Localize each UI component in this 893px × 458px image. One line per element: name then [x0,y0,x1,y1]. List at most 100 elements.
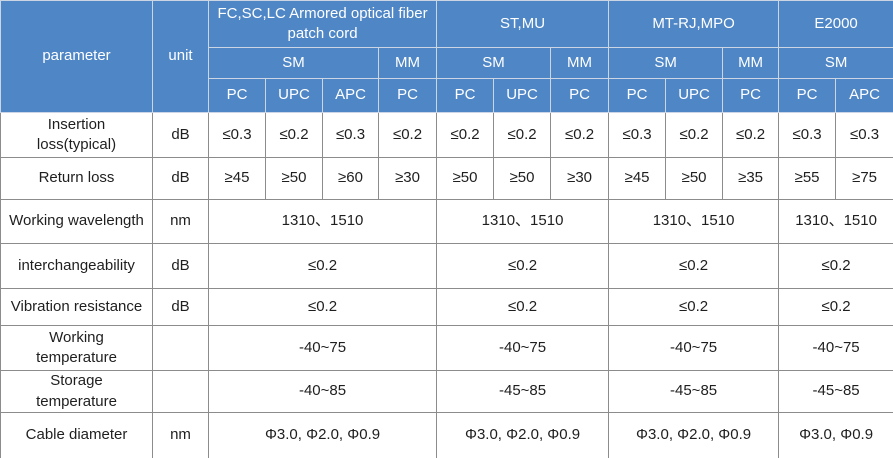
row-storage-temperature: Storage temperature -40~85 -45~85 -45~85… [0,370,893,413]
table-header: parameter unit FC,SC,LC Armored optical … [0,0,893,113]
mode-header-sm: SM [436,47,552,79]
param-cell: Cable diameter [0,412,153,458]
polish-header: UPC [265,78,323,113]
row-working-temperature: Working temperature -40~75 -40~75 -40~75… [0,325,893,371]
value-cell: -40~85 [207,370,438,413]
value-cell: ≥50 [493,157,552,200]
unit-cell: dB [152,288,209,326]
unit-cell: nm [152,412,209,458]
value-cell: 1310、1510 [778,199,893,244]
value-cell: -45~85 [778,370,893,413]
value-cell: ≤0.2 [778,243,893,289]
row-working-wavelength: Working wavelength nm 1310、1510 1310、151… [0,199,893,244]
unit-cell: dB [152,243,209,289]
unit-cell: dB [152,157,209,200]
polish-header: PC [208,78,266,113]
value-cell: ≤0.3 [208,112,266,158]
value-cell: ≤0.2 [493,112,552,158]
value-cell: ≤0.2 [778,288,893,326]
row-cable-diameter: Cable diameter nm Φ3.0, Φ2.0, Φ0.9 Φ3.0,… [0,412,893,458]
mode-header-sm: SM [208,47,379,79]
polish-header: PC [722,78,780,113]
value-cell: ≥30 [550,157,610,200]
value-cell: ≤0.2 [207,288,438,326]
value-cell: ≥45 [608,157,667,200]
value-cell: ≥45 [208,157,266,200]
value-cell: ≤0.2 [377,112,438,158]
value-cell: Φ3.0, Φ2.0, Φ0.9 [207,412,438,458]
param-cell: Storage temperature [0,370,153,413]
value-cell: ≥55 [778,157,837,200]
value-cell: ≤0.2 [265,112,323,158]
unit-cell: nm [152,199,209,244]
value-cell: ≤0.2 [436,243,610,289]
mode-header-mm: MM [722,47,780,79]
value-cell: 1310、1510 [207,199,438,244]
value-cell: ≥50 [665,157,724,200]
table-body: Insertion loss(typical) dB ≤0.3 ≤0.2 ≤0.… [0,112,893,458]
polish-header: PC [778,78,837,113]
polish-header: UPC [665,78,724,113]
value-cell: ≤0.2 [550,112,610,158]
mode-header-mm: MM [550,47,610,79]
value-cell: -45~85 [608,370,780,413]
polish-header: PC [608,78,667,113]
header-row-mode: SM MM SM MM SM MM SM [1,47,893,79]
polish-header: APC [322,78,379,113]
mode-header-sm: SM [608,47,724,79]
polish-header: PC [436,78,495,113]
value-cell: -40~75 [608,325,780,371]
param-cell: Working temperature [0,325,153,371]
mode-header-sm: SM [778,47,893,79]
row-insertion-loss: Insertion loss(typical) dB ≤0.3 ≤0.2 ≤0.… [0,112,893,158]
unit-cell [152,370,209,413]
value-cell: -40~75 [778,325,893,371]
polish-header: PC [377,78,438,113]
value-cell: ≤0.3 [608,112,667,158]
value-cell: Φ3.0, Φ0.9 [778,412,893,458]
value-cell: ≤0.2 [207,243,438,289]
group-header-e2000: E2000 [778,0,893,48]
param-cell: interchangeability [0,243,153,289]
value-cell: Φ3.0, Φ2.0, Φ0.9 [436,412,610,458]
value-cell: ≤0.2 [665,112,724,158]
value-cell: ≥30 [377,157,438,200]
param-cell: Working wavelength [0,199,153,244]
value-cell: -40~75 [436,325,610,371]
value-cell: Φ3.0, Φ2.0, Φ0.9 [608,412,780,458]
header-row-polish: PC UPC APC PC PC UPC PC PC UPC PC PC APC [1,78,893,113]
param-cell: Vibration resistance [0,288,153,326]
unit-cell: dB [152,112,209,158]
polish-header: PC [550,78,610,113]
value-cell: 1310、1510 [436,199,610,244]
polish-header: UPC [493,78,552,113]
group-header-mtrj-mpo: MT-RJ,MPO [608,0,780,48]
value-cell: ≤0.2 [608,243,780,289]
value-cell: ≤0.3 [835,112,893,158]
value-cell: ≥75 [835,157,893,200]
value-cell: ≥35 [722,157,780,200]
value-cell: ≤0.2 [436,288,610,326]
col-header-unit: unit [152,0,209,113]
value-cell: ≤0.3 [778,112,837,158]
group-header-st-mu: ST,MU [436,0,610,48]
value-cell: -40~75 [207,325,438,371]
value-cell: ≥50 [265,157,323,200]
unit-cell [152,325,209,371]
value-cell: ≥60 [322,157,379,200]
col-header-parameter: parameter [0,0,153,113]
value-cell: 1310、1510 [608,199,780,244]
value-cell: ≤0.2 [608,288,780,326]
value-cell: ≤0.2 [722,112,780,158]
row-return-loss: Return loss dB ≥45 ≥50 ≥60 ≥30 ≥50 ≥50 ≥… [0,157,893,200]
header-row-groups: parameter unit FC,SC,LC Armored optical … [0,0,893,113]
polish-header: APC [835,78,893,113]
row-vibration-resistance: Vibration resistance dB ≤0.2 ≤0.2 ≤0.2 ≤… [0,288,893,326]
mode-header-mm: MM [377,47,438,79]
group-header-fc-sc-lc: FC,SC,LC Armored optical fiber patch cor… [207,0,438,48]
value-cell: -45~85 [436,370,610,413]
value-cell: ≤0.2 [436,112,495,158]
value-cell: ≥50 [436,157,495,200]
